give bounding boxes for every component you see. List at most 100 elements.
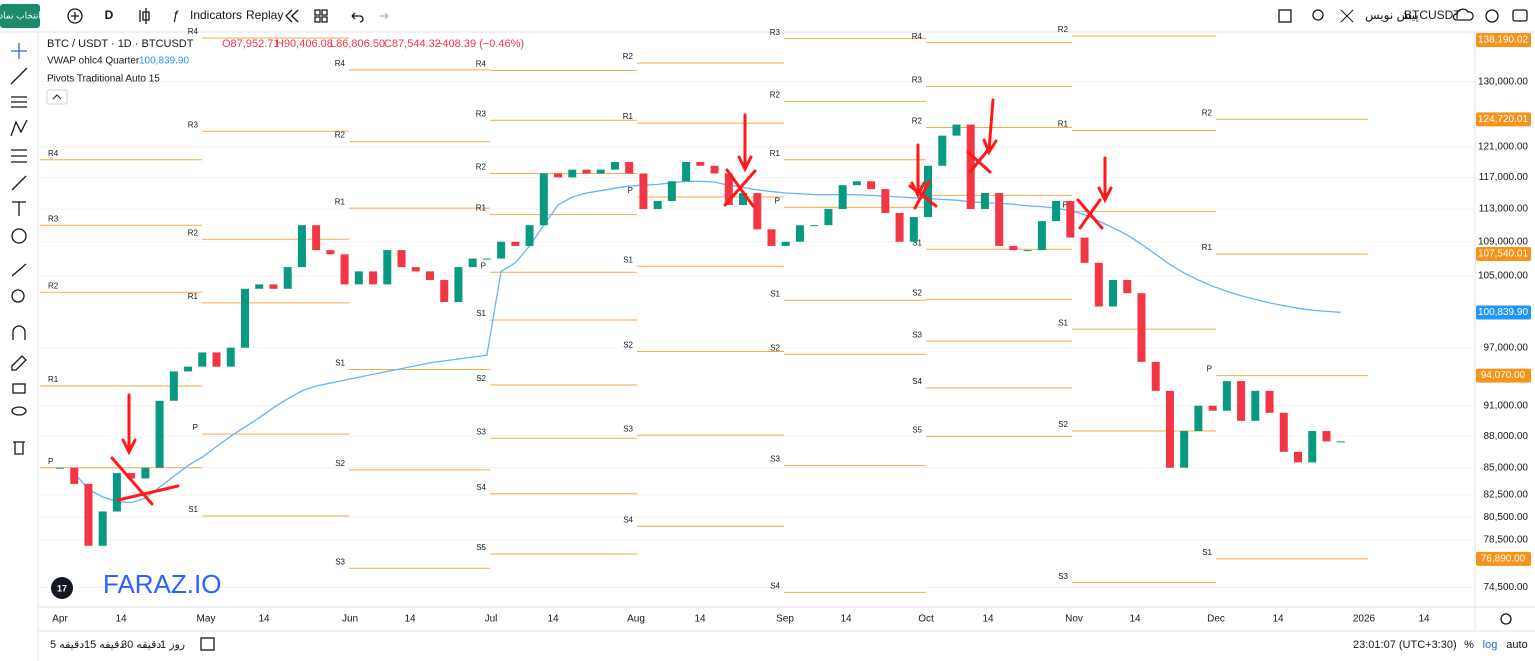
price-tag [1476, 246, 1531, 261]
calendar-icon[interactable] [200, 637, 215, 651]
bars-icon[interactable] [139, 8, 150, 24]
pivot-label: S4 [912, 377, 922, 386]
lock-draw-tool[interactable] [11, 355, 27, 371]
projection-tool[interactable] [11, 149, 27, 163]
candle [1251, 390, 1260, 421]
candle [354, 271, 363, 285]
expand-icon[interactable] [1340, 9, 1354, 23]
undo-icon[interactable] [351, 12, 364, 23]
arrow [737, 113, 753, 173]
pattern-tool[interactable] [10, 119, 28, 137]
pivot-label: R2 [912, 117, 923, 126]
symbol-button[interactable] [0, 4, 40, 28]
arrow [910, 143, 926, 199]
emoji-tool[interactable] [11, 228, 27, 244]
search-icon[interactable] [1312, 9, 1324, 21]
y-tick-label: 91,000.00 [1484, 400, 1529, 411]
candle [1180, 431, 1189, 468]
layout-icon[interactable] [314, 9, 328, 23]
candle [1094, 262, 1103, 307]
trendline-tool[interactable] [10, 67, 28, 85]
magnet-tool[interactable] [12, 325, 26, 340]
redo-icon[interactable] [380, 12, 389, 20]
timeframe-5[interactable]: 5 دقیقه [50, 639, 84, 651]
y-tick-label: 78,500.00 [1484, 535, 1529, 546]
price-tag-label: 124,720.01 [1478, 114, 1528, 125]
candle [127, 473, 136, 479]
collapse-icon [52, 94, 62, 100]
price-tag-label: 107,540.01 [1478, 249, 1528, 260]
log-toggle[interactable]: log [1483, 639, 1498, 651]
crosshair-tool[interactable] [11, 43, 27, 59]
y-tick-label: 74,500.00 [1484, 582, 1529, 593]
timeframe-30[interactable]: 30 دقیقه [121, 639, 161, 651]
candle [326, 250, 335, 255]
legend-collapse[interactable] [46, 89, 68, 105]
brush-tool[interactable] [11, 175, 27, 191]
pivot-label: S1 [476, 309, 486, 318]
candle [198, 352, 207, 367]
candle [1137, 293, 1146, 362]
candle [582, 169, 591, 174]
interval[interactable]: D [105, 8, 114, 22]
pivot-label: R1 [1058, 120, 1069, 129]
settings-icon[interactable] [1485, 9, 1499, 23]
vwap-tag-label: 100,839.90 [1478, 307, 1528, 318]
candle [995, 193, 1004, 246]
pivot-label: R2 [1058, 25, 1069, 34]
fullscreen-icon[interactable] [1278, 9, 1292, 23]
arrow [121, 393, 137, 456]
replay[interactable]: Replay [246, 8, 283, 22]
pivot-label: S1 [770, 289, 780, 298]
vwap-tag [1476, 305, 1531, 320]
pivot-label: P [193, 423, 198, 432]
y-tick-label: 117,000.00 [1479, 172, 1529, 183]
pivot-label: R4 [335, 59, 346, 68]
axis-settings-icon[interactable] [1500, 613, 1512, 625]
price-tag [1476, 551, 1531, 566]
candle [966, 124, 975, 209]
indicators[interactable]: Indicators [190, 8, 242, 22]
add-icon[interactable] [67, 8, 83, 24]
y-tick-label: 105,000.00 [1478, 270, 1528, 281]
candle [141, 467, 150, 479]
candle [482, 258, 491, 260]
fib-tool[interactable] [11, 96, 27, 108]
x-tick-label: Sep [776, 614, 794, 625]
cloud-icon[interactable] [1452, 8, 1474, 21]
candle [1294, 451, 1303, 463]
candle [1123, 280, 1132, 294]
pivot-label: P [481, 261, 486, 270]
symbol[interactable]: BTCUSDT [1404, 8, 1461, 22]
candle [255, 284, 264, 289]
pivot-label: S1 [188, 505, 198, 514]
text-tool[interactable] [12, 201, 26, 216]
draft[interactable]: پیش نویس [1365, 8, 1419, 23]
candle [610, 161, 619, 170]
x-tick-label: 14 [840, 614, 852, 625]
legend-vwap: VWAP ohlc4 Quarter [47, 56, 140, 67]
candle [810, 225, 819, 227]
zoom-tool[interactable] [11, 289, 25, 303]
symbol-button-label[interactable]: انتخاب نماد [0, 10, 41, 20]
timeframe-15[interactable]: 15 دقیقه [84, 639, 124, 651]
camera-icon[interactable] [1512, 9, 1528, 22]
x-tick-label: 14 [1272, 614, 1284, 625]
hide-tool[interactable] [11, 406, 27, 416]
legend: BTC / USDT · 1D · BTCUSDT O87,952.71 H90… [46, 38, 524, 105]
candle [1037, 221, 1046, 251]
replay-icon[interactable] [285, 9, 299, 23]
candle [1023, 250, 1032, 252]
left-toolbar [10, 32, 39, 661]
candle [881, 189, 890, 214]
candle [781, 241, 790, 246]
candle [1151, 361, 1160, 391]
ruler-tool[interactable] [11, 263, 27, 277]
percent-toggle[interactable]: % [1464, 639, 1474, 651]
x-tick-label: 14 [1418, 614, 1430, 625]
timeframe-1d[interactable]: 1 روز [160, 639, 185, 651]
delete-tool[interactable] [13, 441, 25, 455]
auto-toggle[interactable]: auto [1506, 639, 1527, 651]
lock-tool[interactable] [12, 383, 26, 394]
pivot-label: R3 [48, 214, 59, 223]
